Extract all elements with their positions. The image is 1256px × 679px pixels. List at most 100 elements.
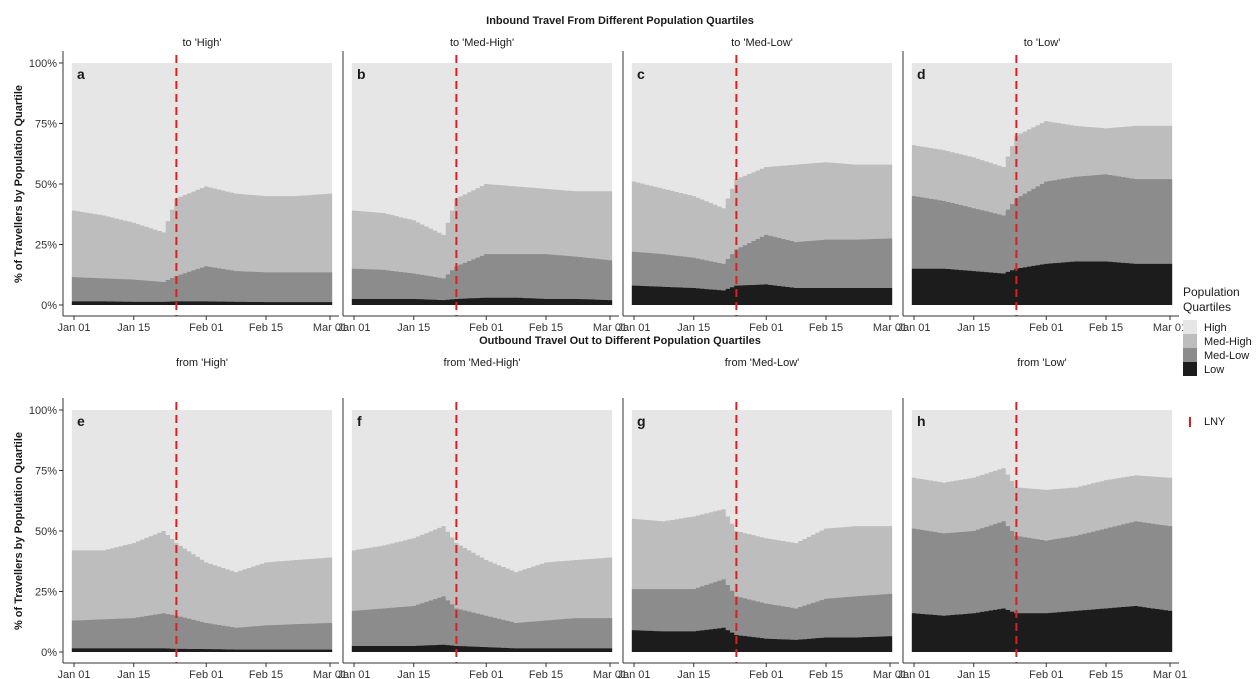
row2-panel-e-tag: e	[77, 413, 85, 429]
row2-panel-f-x-tick-label-1: Jan 15	[397, 669, 430, 679]
row1-panel-a-y-tick-label-3: 75%	[35, 119, 57, 131]
row2-panel-e-series-low	[71, 648, 333, 652]
legend-label-lny: LNY	[1204, 416, 1226, 428]
row1-panel-c-x-tick-label-0: Jan 01	[617, 322, 650, 334]
row2-panel-h: from 'Low' h Jan 01 Jan 15 Feb 01 Feb 15 Mar 0…	[897, 357, 1187, 679]
row1-panel-c-series-med-low	[631, 234, 893, 305]
row1-panel-a-y-tick-label-1: 25%	[35, 240, 57, 252]
row2-panel-g-x-tick-label-0: Jan 01	[617, 669, 650, 679]
legend-swatch-high	[1183, 320, 1197, 334]
row2-panel-g-series-low	[631, 627, 893, 652]
row2-panel-h-x-tick-label-1: Jan 15	[957, 669, 990, 679]
row1-panel-b-x-tick-label-4: Mar 01	[593, 322, 627, 334]
row2-panel-f-x-tick-label-3: Feb 15	[529, 669, 563, 679]
row2-panel-f-x-tick-label-0: Jan 01	[337, 669, 370, 679]
row2-panel-e-x-tick-label-4: Mar 01	[313, 669, 347, 679]
row1-panel-c: to 'Med-Low' c Jan 01 Jan 15 Feb 01 Feb 15 Mar…	[617, 37, 907, 334]
legend-label-low: Low	[1204, 364, 1224, 376]
row2-panel-g: from 'Med-Low' g Jan 01 Jan 15 Feb 01 Feb 15 M…	[617, 357, 907, 679]
row1-panel-d: to 'Low' d Jan 01 Jan 15 Feb 01 Feb 15 Mar 01	[897, 37, 1187, 334]
row2-panel-e-y-tick-label-4: 100%	[29, 405, 57, 417]
legend-title-line1: Population	[1183, 285, 1240, 299]
row2-panel-e-x-tick-label-2: Feb 01	[189, 669, 223, 679]
row2-panel-f-series-low	[351, 644, 613, 652]
row1-title: Inbound Travel From Different Population…	[486, 15, 754, 27]
row1-panel-a-x-tick-label-2: Feb 01	[189, 322, 223, 334]
row1-panel-a-strip-label: to 'High'	[182, 37, 221, 49]
row1-panel-c-x-tick-label-3: Feb 15	[809, 322, 843, 334]
row1-panel-c-strip-label: to 'Med-Low'	[731, 37, 793, 49]
row1-panel-b-x-tick-label-3: Feb 15	[529, 322, 563, 334]
row1-panel-a-series-low	[71, 301, 333, 305]
row1-y-axis-label: % of Travellers by Population Quartile	[13, 85, 25, 283]
row2-panel-e-y-tick-label-3: 75%	[35, 466, 57, 478]
row1-panel-d-strip-label: to 'Low'	[1024, 37, 1061, 49]
panels-layer: to 'High' a Jan 01 Jan 15 Feb 01 Feb 15 Mar 01…	[29, 37, 1187, 679]
row2-panel-e-x-tick-label-0: Jan 01	[57, 669, 90, 679]
row1-panel-b: to 'Med-High' b Jan 01 Jan 15 Feb 01 Feb 15 Ma…	[337, 37, 627, 334]
row2-y-axis-label: % of Travellers by Population Quartile	[13, 432, 25, 630]
legend-title-line2: Quartiles	[1183, 300, 1231, 314]
row1-panel-d-tag: d	[917, 66, 926, 82]
row2-panel-h-x-tick-label-2: Feb 01	[1029, 669, 1063, 679]
row2-panel-f-x-tick-label-2: Feb 01	[469, 669, 503, 679]
row2-panel-f-tag: f	[357, 413, 362, 429]
row2-panel-h-strip-label: from 'Low'	[1017, 357, 1066, 369]
legend: Population Quartiles High Med-High Med-L…	[1183, 285, 1252, 428]
row2-panel-h-x-tick-label-0: Jan 01	[897, 669, 930, 679]
legend-label-med-low: Med-Low	[1204, 350, 1249, 362]
row2-panel-e-y-tick-label-1: 25%	[35, 587, 57, 599]
row2-panel-h-tag: h	[917, 413, 926, 429]
row1-panel-d-x-tick-label-1: Jan 15	[957, 322, 990, 334]
row2-panel-e-x-tick-label-1: Jan 15	[117, 669, 150, 679]
row2-panel-g-x-tick-label-3: Feb 15	[809, 669, 843, 679]
row1-panel-a-tag: a	[77, 66, 85, 82]
row1-panel-b-series-low	[351, 297, 613, 305]
row1-panel-d-x-tick-label-3: Feb 15	[1089, 322, 1123, 334]
row2-panel-e-x-tick-label-3: Feb 15	[249, 669, 283, 679]
row1-panel-b-strip-label: to 'Med-High'	[450, 37, 514, 49]
row2-panel-e-strip-label: from 'High'	[176, 357, 228, 369]
row2-panel-h-x-tick-label-4: Mar 01	[1153, 669, 1187, 679]
row2-panel-f-strip-label: from 'Med-High'	[444, 357, 521, 369]
row1-panel-b-series-med-low	[351, 254, 613, 305]
row2-panel-e-y-tick-label-0: 0%	[41, 647, 57, 659]
row2-panel-e-series-med-low	[71, 613, 333, 652]
row1-panel-b-tag: b	[357, 66, 366, 82]
row1-panel-a-y-tick-label-4: 100%	[29, 58, 57, 70]
row1-panel-c-x-tick-label-4: Mar 01	[873, 322, 907, 334]
legend-swatch-med-high	[1183, 334, 1197, 348]
row2-panel-f-series-med-low	[351, 596, 613, 652]
row2-panel-g-x-tick-label-4: Mar 01	[873, 669, 907, 679]
row2-panel-g-x-tick-label-2: Feb 01	[749, 669, 783, 679]
row2-panel-e: from 'High' e Jan 01 Jan 15 Feb 01 Feb 15 Mar …	[29, 357, 347, 679]
row1-panel-d-x-tick-label-0: Jan 01	[897, 322, 930, 334]
row1-panel-c-series-low	[631, 284, 893, 305]
row2-panel-g-tag: g	[637, 413, 646, 429]
row1-panel-a-series-med-low	[71, 266, 333, 305]
row1-panel-d-x-tick-label-2: Feb 01	[1029, 322, 1063, 334]
row1-panel-d-series-low	[911, 261, 1173, 305]
row2-panel-g-strip-label: from 'Med-Low'	[725, 357, 800, 369]
row1-panel-a-x-tick-label-4: Mar 01	[313, 322, 347, 334]
row1-panel-d-x-tick-label-4: Mar 01	[1153, 322, 1187, 334]
row1-panel-b-x-tick-label-0: Jan 01	[337, 322, 370, 334]
legend-label-high: High	[1204, 322, 1227, 334]
row1-panel-c-x-tick-label-1: Jan 15	[677, 322, 710, 334]
row1-panel-a-x-tick-label-3: Feb 15	[249, 322, 283, 334]
row2-title: Outbound Travel Out to Different Populat…	[479, 335, 761, 347]
row1-panel-a-x-tick-label-1: Jan 15	[117, 322, 150, 334]
row1-panel-b-x-tick-label-2: Feb 01	[469, 322, 503, 334]
row1-panel-b-x-tick-label-1: Jan 15	[397, 322, 430, 334]
row1-panel-a: to 'High' a Jan 01 Jan 15 Feb 01 Feb 15 Mar 01…	[29, 37, 347, 334]
legend-swatch-med-low	[1183, 348, 1197, 362]
row2-panel-f: from 'Med-High' f Jan 01 Jan 15 Feb 01 Feb 15…	[337, 357, 627, 679]
row2-panel-h-x-tick-label-3: Feb 15	[1089, 669, 1123, 679]
row1-panel-a-y-tick-label-0: 0%	[41, 300, 57, 312]
row1-panel-c-x-tick-label-2: Feb 01	[749, 322, 783, 334]
row2-panel-f-x-tick-label-4: Mar 01	[593, 669, 627, 679]
row2-panel-g-x-tick-label-1: Jan 15	[677, 669, 710, 679]
row1-panel-a-x-tick-label-0: Jan 01	[57, 322, 90, 334]
row1-panel-a-y-tick-label-2: 50%	[35, 179, 57, 191]
